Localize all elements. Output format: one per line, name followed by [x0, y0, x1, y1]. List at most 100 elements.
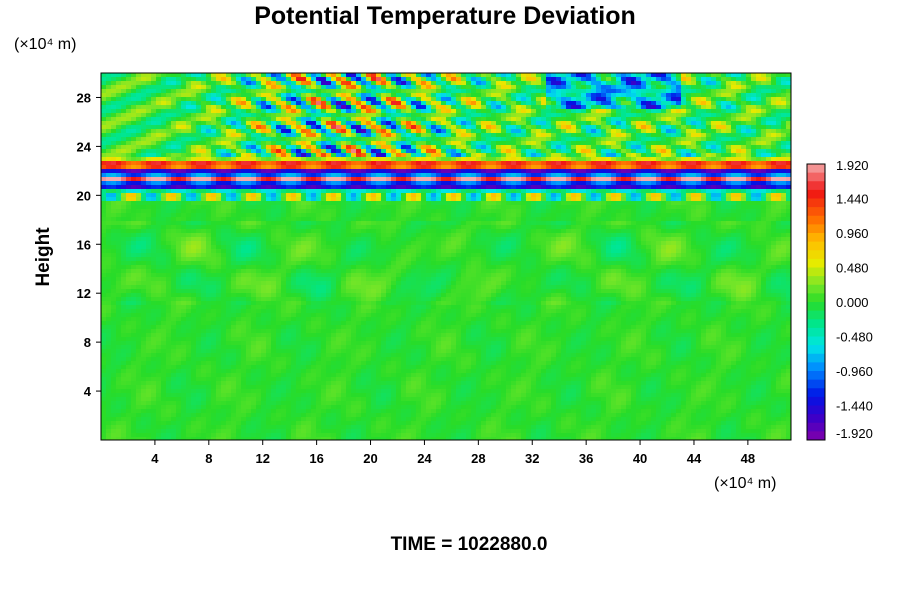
heatmap-cell	[441, 177, 447, 182]
heatmap-cell	[411, 165, 417, 170]
heatmap-cell	[666, 169, 672, 174]
heatmap-cell	[321, 189, 327, 194]
heatmap-cell	[211, 85, 217, 90]
heatmap-cell	[681, 157, 687, 162]
heatmap-cell	[581, 97, 587, 102]
heatmap-cell	[576, 85, 582, 90]
heatmap-cell	[516, 205, 522, 210]
heatmap-cell	[596, 197, 602, 202]
heatmap-cell	[336, 97, 342, 102]
heatmap-cell	[141, 85, 147, 90]
heatmap-cell	[596, 161, 602, 166]
heatmap-cell	[111, 73, 117, 78]
heatmap-cell	[306, 157, 312, 162]
heatmap-cell	[276, 173, 282, 178]
heatmap-cell	[596, 209, 602, 214]
heatmap-cell	[401, 185, 407, 190]
heatmap-cell	[311, 205, 317, 210]
heatmap-cell	[401, 193, 407, 198]
heatmap-cell	[556, 85, 562, 90]
heatmap-cell	[161, 157, 167, 162]
heatmap-cell	[471, 173, 477, 178]
heatmap-cell	[671, 109, 677, 114]
heatmap-cell	[536, 149, 542, 154]
heatmap-cell	[261, 113, 267, 118]
heatmap-cell	[511, 85, 517, 90]
heatmap-cell	[416, 213, 422, 218]
heatmap-cell	[246, 113, 252, 118]
heatmap-cell	[771, 209, 777, 214]
heatmap-cell	[666, 201, 672, 206]
heatmap-cell	[236, 129, 242, 134]
heatmap-cell	[731, 129, 737, 134]
heatmap-cell	[566, 153, 572, 158]
heatmap-cell	[521, 185, 527, 190]
heatmap-cell	[326, 185, 332, 190]
heatmap-cell	[136, 185, 142, 190]
heatmap-cell	[381, 209, 387, 214]
heatmap-cell	[491, 205, 497, 210]
heatmap-cell	[451, 165, 457, 170]
heatmap-cell	[601, 105, 607, 110]
heatmap-cell	[636, 201, 642, 206]
heatmap-cell	[356, 205, 362, 210]
heatmap-cell	[276, 169, 282, 174]
heatmap-cell	[701, 185, 707, 190]
heatmap-cell	[196, 209, 202, 214]
heatmap-cell	[131, 97, 137, 102]
heatmap-cell	[266, 205, 272, 210]
heatmap-cell	[226, 217, 232, 222]
heatmap-cell	[446, 73, 452, 78]
heatmap-cell	[516, 173, 522, 178]
heatmap-cell	[361, 181, 367, 186]
heatmap-cell	[251, 137, 257, 142]
heatmap-cell	[186, 205, 192, 210]
heatmap-cell	[776, 181, 782, 186]
heatmap-cell	[181, 149, 187, 154]
heatmap-cell	[776, 193, 782, 198]
heatmap-cell	[526, 73, 532, 78]
heatmap-cell	[626, 141, 632, 146]
heatmap-cell	[421, 117, 427, 122]
heatmap-cell	[731, 109, 737, 114]
heatmap-cell	[711, 149, 717, 154]
heatmap-cell	[131, 149, 137, 154]
heatmap-cell	[526, 145, 532, 150]
heatmap-cell	[316, 201, 322, 206]
heatmap-cell	[316, 121, 322, 126]
heatmap-cell	[756, 133, 762, 138]
heatmap-cell	[156, 125, 162, 130]
heatmap-cell	[406, 117, 412, 122]
heatmap-cell	[246, 209, 252, 214]
heatmap-cell	[166, 169, 172, 174]
heatmap-cell	[156, 145, 162, 150]
heatmap-cell	[721, 201, 727, 206]
heatmap-cell	[121, 149, 127, 154]
heatmap-cell	[301, 105, 307, 110]
heatmap-cell	[756, 177, 762, 182]
heatmap-cell	[106, 77, 112, 82]
heatmap-cell	[366, 97, 372, 102]
heatmap-cell	[566, 133, 572, 138]
heatmap-cell	[631, 177, 637, 182]
heatmap-cell	[196, 121, 202, 126]
heatmap-cell	[126, 189, 132, 194]
heatmap-cell	[671, 97, 677, 102]
heatmap-cell	[741, 149, 747, 154]
heatmap-cell	[156, 97, 162, 102]
heatmap-cell	[566, 169, 572, 174]
heatmap-cell	[241, 137, 247, 142]
heatmap-cell	[386, 181, 392, 186]
heatmap-cell	[706, 113, 712, 118]
heatmap-cell	[776, 113, 782, 118]
heatmap-cell	[406, 213, 412, 218]
heatmap-cell	[446, 105, 452, 110]
heatmap-cell	[261, 105, 267, 110]
heatmap-cell	[176, 169, 182, 174]
heatmap-cell	[156, 121, 162, 126]
heatmap-cell	[136, 113, 142, 118]
heatmap-cell	[356, 117, 362, 122]
heatmap-cell	[261, 149, 267, 154]
heatmap-cell	[151, 149, 157, 154]
heatmap-cell	[311, 89, 317, 94]
